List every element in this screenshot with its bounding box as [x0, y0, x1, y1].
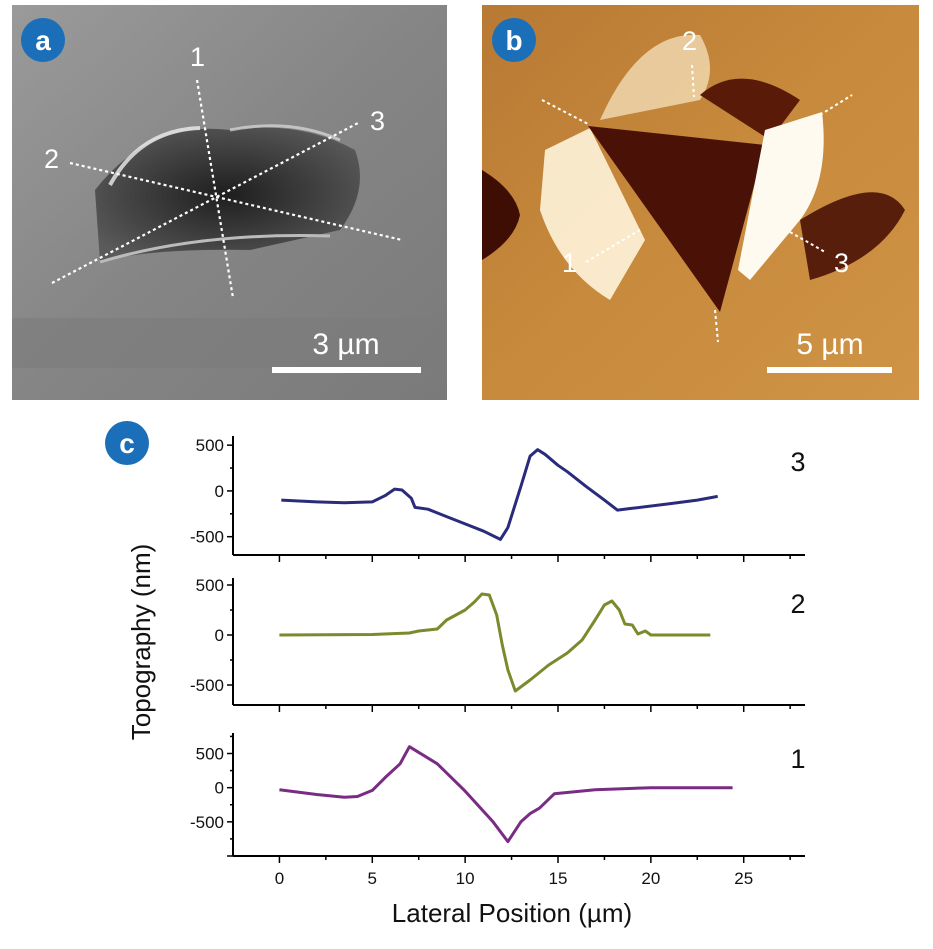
- scale-bar-label: 5 µm: [796, 328, 863, 361]
- y-tick-label: 500: [196, 576, 224, 595]
- panel-badge-c: [105, 421, 149, 465]
- panel-badge-c-text: c: [119, 428, 135, 459]
- profile-line-series-3: [281, 448, 718, 541]
- profile-lines: [541, 64, 853, 343]
- panel-badge-b-text: b: [505, 25, 522, 56]
- x-tick-label: 0: [275, 869, 284, 888]
- sem-image-panel-a: 1 2 3 3 µm a: [12, 5, 447, 400]
- line-label-1: 1: [190, 42, 205, 72]
- profile-line-2: [69, 161, 403, 242]
- edge-line: [714, 309, 719, 343]
- scale-bar-label: 3 µm: [312, 328, 379, 361]
- profile-line-3: [789, 231, 826, 253]
- pileup-highlight: [229, 124, 341, 142]
- afm-indent-dark: [588, 126, 765, 312]
- line-label-1: 1: [562, 248, 577, 278]
- y-axis-title: Topography (nm): [126, 544, 156, 741]
- line-label-3: 3: [370, 106, 385, 136]
- charts: -500 0 500 3 -500 0 500 2 -500 0 500 0 5 10 15 20 25 1: [190, 436, 806, 888]
- y-tick-label: 0: [215, 626, 224, 645]
- x-tick-label: 5: [368, 869, 377, 888]
- profile-line-1: [585, 229, 641, 263]
- profile-line-series-1: [279, 745, 733, 844]
- y-tick-label: 0: [215, 779, 224, 798]
- x-tick-label: 20: [641, 869, 660, 888]
- edge-line: [819, 94, 853, 116]
- profile-line-3: [51, 121, 361, 284]
- afm-shadow-top: [700, 78, 800, 140]
- panel-badge-b: [492, 18, 536, 62]
- indent-pit: [95, 127, 360, 262]
- afm-dark-edge: [482, 170, 520, 260]
- profile-line-series-2: [279, 592, 711, 693]
- profile-line-1: [195, 79, 235, 299]
- line-label-2: 2: [44, 144, 59, 174]
- line-label-3: 3: [834, 248, 849, 278]
- scale-bar: [272, 367, 421, 373]
- afm-bright-right: [738, 112, 824, 280]
- y-tick-label: 500: [196, 745, 224, 764]
- profile-label-2: 2: [790, 589, 805, 619]
- panel-badge-a-text: a: [35, 25, 51, 56]
- profile-line-2: [691, 64, 695, 98]
- afm-shadow-right: [800, 192, 905, 280]
- y-tick-label: -500: [190, 676, 224, 695]
- profile-label-1: 1: [790, 744, 805, 774]
- indent-edge: [99, 234, 331, 264]
- y-tick-label: 500: [196, 436, 224, 455]
- y-tick-label: -500: [190, 528, 224, 547]
- profile-lines: [51, 79, 403, 299]
- afm-image-panel-b: 1 2 3 5 µm b: [482, 5, 919, 400]
- y-tick-label: 0: [215, 482, 224, 501]
- afm-pileup-top: [600, 34, 710, 120]
- line-label-2: 2: [682, 26, 697, 56]
- afm-bright-left: [540, 128, 645, 300]
- y-tick-label: -500: [190, 813, 224, 832]
- profile-label-3: 3: [790, 447, 805, 477]
- panel-badge-a: [21, 18, 65, 62]
- x-tick-label: 25: [734, 869, 753, 888]
- x-tick-label: 15: [549, 869, 568, 888]
- scale-bar: [767, 367, 892, 373]
- x-axis-title: Lateral Position (µm): [392, 898, 632, 928]
- sem-surface-band: [12, 318, 447, 368]
- x-tick-label: 10: [456, 869, 475, 888]
